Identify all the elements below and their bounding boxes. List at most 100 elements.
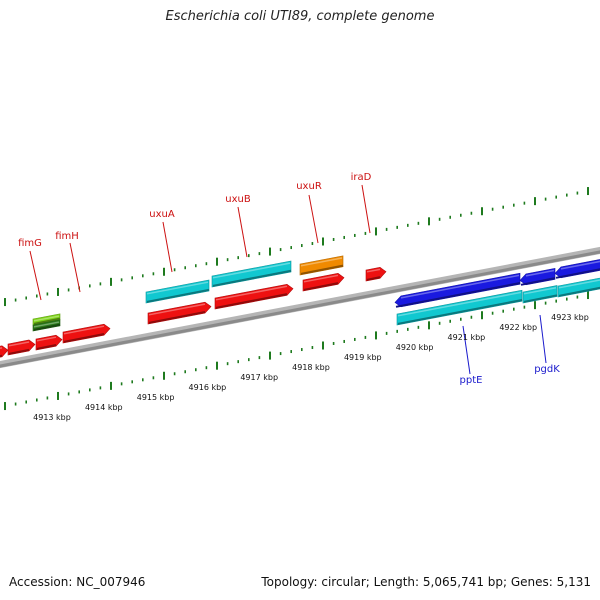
- gene-iraD-highlight: [366, 268, 381, 273]
- gene-fimH-highlight: [63, 325, 105, 335]
- gene-uxuR: [299, 255, 344, 276]
- gene-cyan-1-shade: [397, 299, 523, 325]
- gene-blue-1-body: [394, 272, 521, 308]
- topology-text: Topology: circular; Length: 5,065,741 bp…: [261, 575, 591, 589]
- gene-uxuB-cyan-body: [211, 260, 292, 288]
- gene-uxuR-body: [299, 255, 344, 276]
- tick-label: 4921 kbp: [448, 333, 486, 342]
- gene-fim-2-body: [7, 339, 36, 356]
- gene-blue-1-shade: [395, 282, 521, 308]
- gene-label-pptE: pptE: [460, 375, 483, 386]
- gene-fim-1-shade: [0, 354, 3, 358]
- gene-fimG-green-highlight: [33, 315, 60, 322]
- tick-label: 4914 kbp: [85, 403, 123, 412]
- gene-blue-3: [554, 259, 600, 279]
- gene-fimG-dark-highlight: [33, 321, 60, 328]
- gene-uxuA: [147, 301, 212, 325]
- gene-uxuA-cyan-body: [145, 279, 210, 304]
- tick-label: 4913 kbp: [33, 413, 71, 422]
- gene-uxuR-shade: [300, 264, 344, 275]
- gene-label-uxuR: uxuR: [296, 181, 322, 192]
- gene-cyan-3: [557, 277, 600, 298]
- gene-iraD: [365, 267, 387, 282]
- callout-line: [308, 194, 319, 244]
- callout-line: [162, 221, 173, 273]
- gene-blue-3-shade: [555, 268, 600, 279]
- gene-uxuB: [214, 283, 294, 310]
- gene-fimG-dark: [32, 319, 61, 332]
- gene-uxuB-body: [214, 283, 294, 310]
- gene-fim-2: [7, 339, 36, 356]
- gene-blue-3-body: [554, 259, 600, 279]
- gene-uxuA-cyan-shade: [146, 288, 210, 303]
- gene-blue-2: [519, 267, 556, 286]
- gene-uxuA-cyan: [145, 279, 210, 304]
- map-title: Escherichia coli UTI89, complete genome: [165, 9, 435, 24]
- backbone-edge: [0, 250, 600, 368]
- gene-label-fimH: fimH: [55, 231, 79, 242]
- gene-cyan-2-body: [522, 285, 558, 304]
- gene-cyan-3-shade: [558, 286, 600, 297]
- gene-label-fimG: fimG: [18, 238, 42, 249]
- gene-uxuA-highlight: [148, 303, 206, 316]
- tick-label: 4923 kbp: [551, 313, 589, 322]
- tick-label: 4920 kbp: [396, 343, 434, 352]
- tick-label: 4919 kbp: [344, 353, 382, 362]
- callout-line: [462, 325, 471, 375]
- gene-label-uxuB: uxuB: [225, 194, 251, 205]
- inner-tick-track: [4, 291, 589, 411]
- gene-uxuR-red-highlight: [303, 274, 339, 283]
- gene-cyan-1-body: [396, 289, 523, 326]
- outer-tick-track: [4, 187, 589, 307]
- gene-blue-2-highlight: [525, 269, 555, 277]
- gene-uxuB-shade: [215, 293, 288, 309]
- gene-fim-3-shade: [36, 344, 57, 350]
- gene-uxuR-red-body: [302, 273, 345, 292]
- gene-uxuB-highlight: [215, 285, 288, 301]
- gene-cyan-3-highlight: [558, 279, 600, 289]
- gene-iraD-body: [365, 267, 387, 282]
- gene-cyan-2: [522, 285, 558, 304]
- gene-blue-1: [394, 272, 521, 308]
- gene-fim-3-body: [35, 334, 63, 351]
- gene-fim-2-shade: [8, 348, 30, 355]
- callout-line: [237, 206, 248, 258]
- genome-backbone: [0, 246, 600, 369]
- tick-label: 4915 kbp: [137, 393, 175, 402]
- gene-label-pgdK: pgdK: [534, 364, 560, 375]
- gene-uxuA-shade: [148, 310, 206, 324]
- gene-fimH-body: [62, 323, 111, 344]
- gene-fim-2-highlight: [8, 341, 30, 347]
- gene-uxuB-cyan-shade: [212, 269, 292, 287]
- gene-fimG-dark-shade: [33, 323, 61, 331]
- callout-line: [539, 314, 547, 364]
- tick-label: 4918 kbp: [292, 363, 330, 372]
- gene-fimH: [62, 323, 111, 344]
- gene-fimH-shade: [63, 333, 105, 343]
- callout-line: [69, 242, 81, 293]
- gene-fim-3-highlight: [36, 336, 57, 342]
- gene-cyan-1: [396, 289, 523, 326]
- gene-uxuR-highlight: [300, 257, 343, 267]
- kbp-scale-labels: 4913 kbp 4914 kbp 4915 kbp 4916 kbp 4917 kbp…: [33, 313, 589, 422]
- gene-label-callouts: fimG fimH uxuA uxuB uxuR iraD pptE pgdK: [18, 172, 560, 386]
- gene-cyan-3-body: [557, 277, 600, 298]
- gene-uxuA-cyan-highlight: [146, 281, 209, 295]
- gene-cyan-2-shade: [523, 294, 558, 303]
- gene-uxuB-cyan-highlight: [212, 262, 291, 279]
- gene-uxuB-cyan: [211, 260, 292, 288]
- gene-fim-1: [0, 345, 9, 358]
- gene-blue-2-shade: [520, 277, 556, 286]
- gene-label-iraD: iraD: [351, 172, 372, 183]
- gene-blue-3-highlight: [560, 260, 600, 270]
- gene-uxuR-red: [302, 273, 345, 292]
- gene-features: [0, 255, 600, 358]
- gene-fim-3: [35, 334, 63, 351]
- tick-label: 4922 kbp: [499, 323, 537, 332]
- gene-fimG-green-shade: [33, 317, 61, 325]
- gene-fim-1-body: [0, 345, 9, 358]
- gene-uxuA-body: [147, 301, 212, 325]
- gene-cyan-2-highlight: [523, 286, 557, 295]
- accession-text: Accession: NC_007946: [9, 575, 146, 589]
